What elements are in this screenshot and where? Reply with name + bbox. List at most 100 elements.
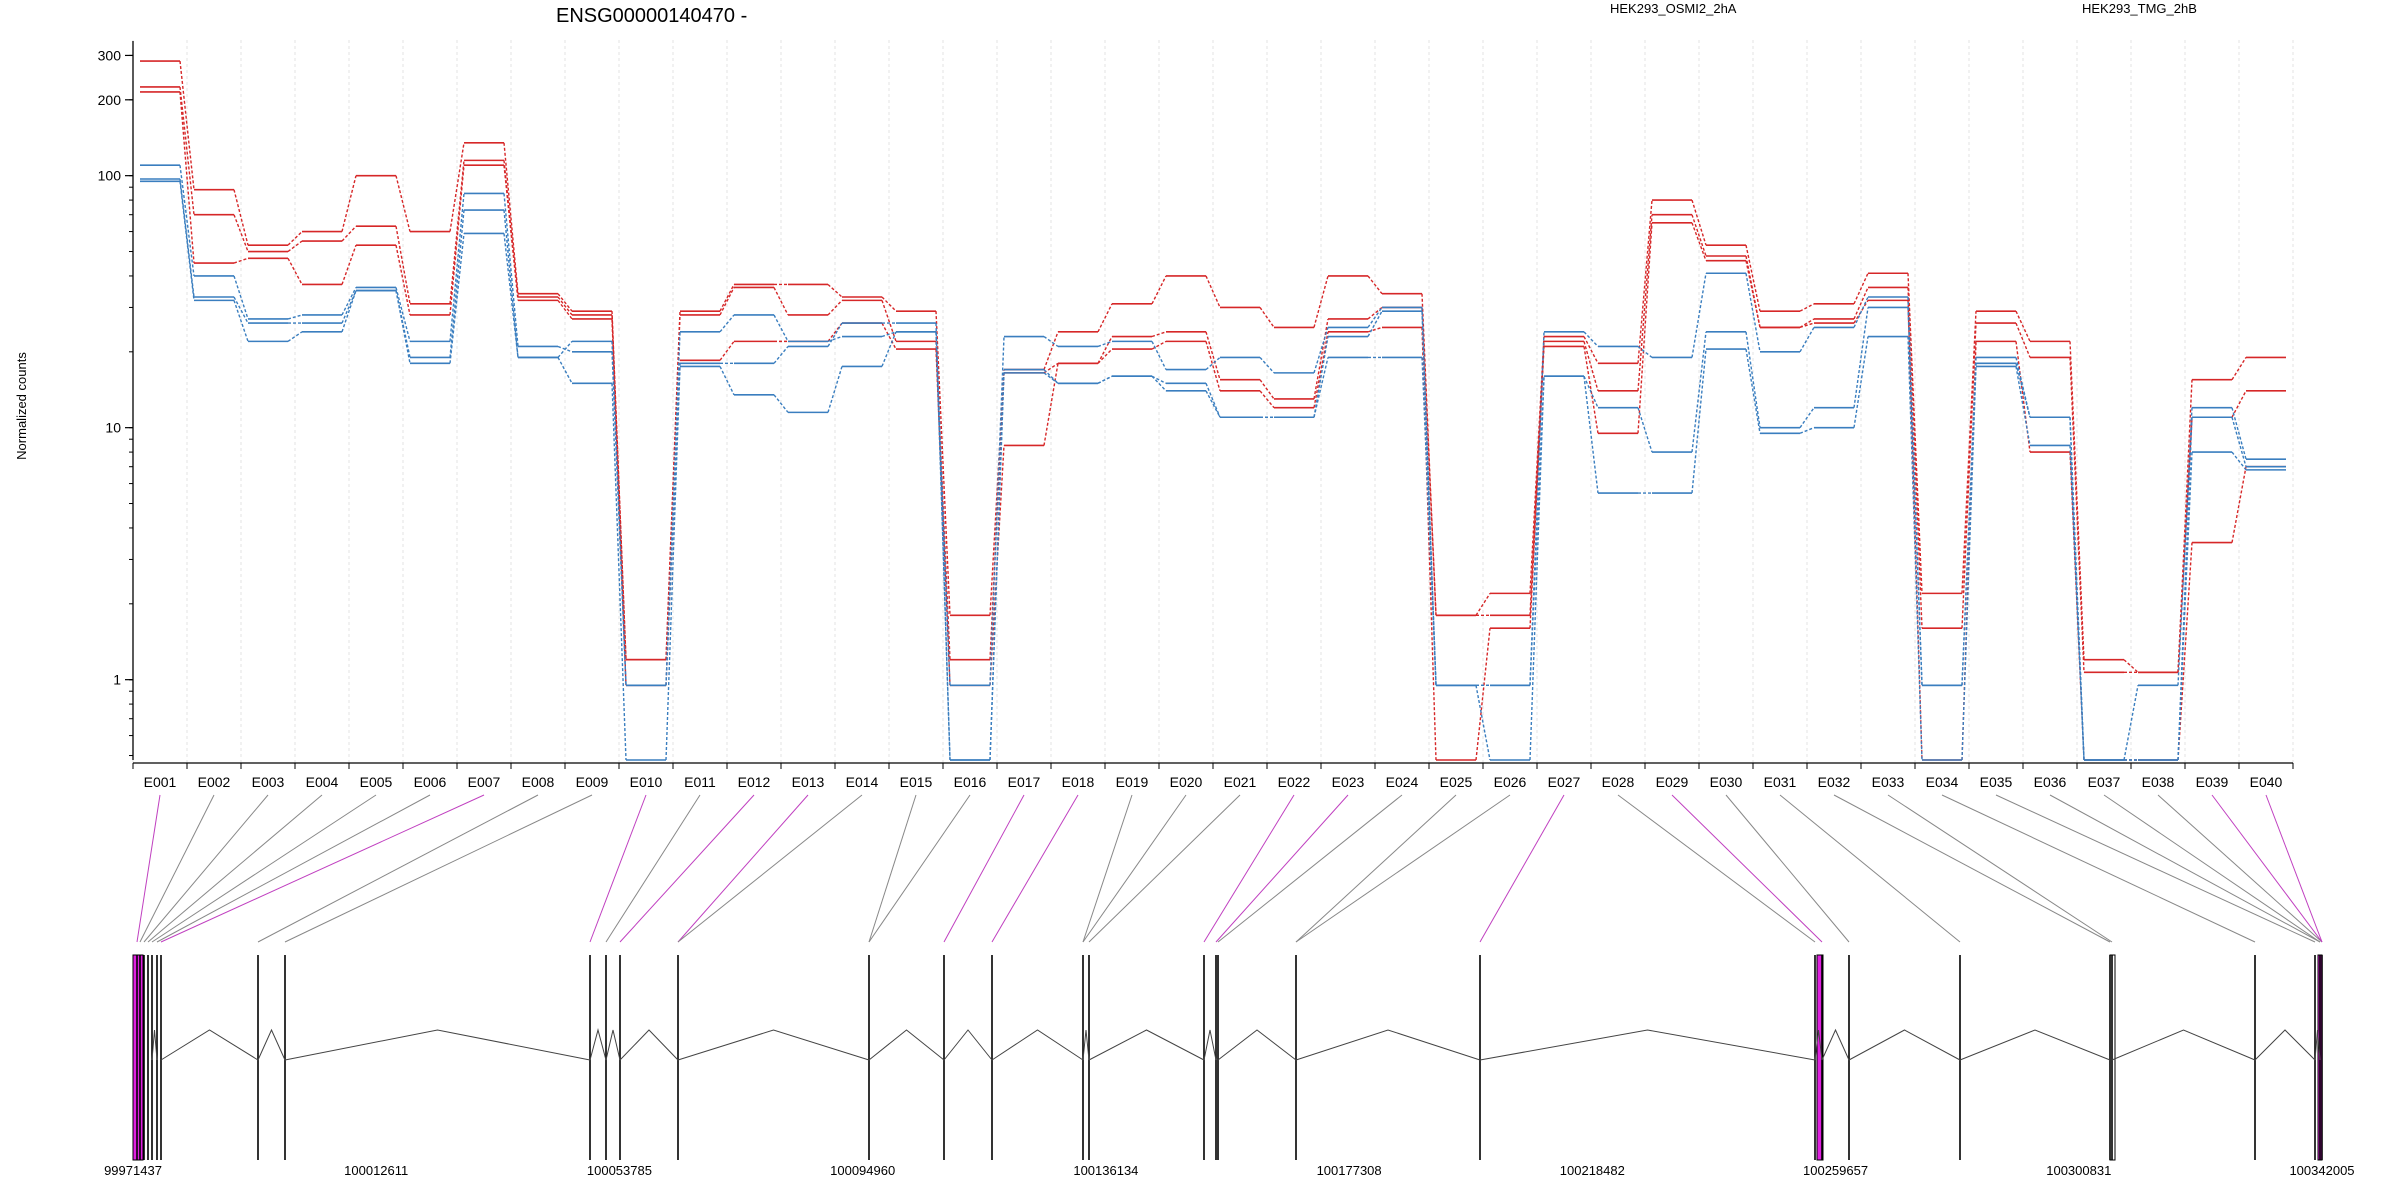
x-tick-label: E022 [1278,774,1311,790]
exon-transition [1151,340,1167,350]
intron-arc [151,1029,158,1061]
exon-transition [989,372,1005,660]
exon-connector-line [257,794,539,943]
coordinate-label: 100342005 [2289,1163,2354,1178]
exon-transition [2069,357,2085,673]
exon-transition [1313,331,1329,408]
exon-transition [395,287,411,342]
exon-transition [1745,348,1761,434]
exon-connector-line [1082,794,1187,943]
exon-transition [1529,376,1545,761]
exon-connector-line [2265,794,2323,943]
exon-transition [1259,356,1275,374]
exon-transition [1313,327,1329,374]
exon-transition [449,165,465,316]
exon-transition [1799,427,1815,434]
exon-transition [395,290,411,364]
exon-connector-line [677,794,809,943]
exon-transition [233,189,249,246]
exon-transition [287,331,303,342]
coordinate-label: 100259657 [1803,1163,1868,1178]
intron-arc [1088,1029,1205,1061]
exon-transition [1313,336,1329,418]
exon-transition [2015,341,2031,453]
exon-transition [989,369,1005,616]
exon-transition [665,314,681,660]
exon-transition [1151,331,1167,338]
gene-model [132,954,2323,1161]
exon-transition [179,165,195,277]
exon-transition [1691,199,1707,246]
exon-connector-line [139,794,215,943]
x-tick-label: E012 [738,774,771,790]
x-tick-label: E028 [1602,774,1635,790]
x-tick-label: E023 [1332,774,1365,790]
exon-connector-line [2157,794,2323,943]
exon-transition [1637,407,1653,453]
x-tick-label: E010 [630,774,663,790]
exon-transition [1853,296,1869,328]
y-tick-label: 100 [98,168,122,184]
intron-arc [2314,1029,2321,1061]
x-tick-label: E035 [1980,774,2013,790]
y-axis-label: Normalized counts [14,352,29,460]
y-axis: 1 10 100 200 300 [98,41,134,760]
exon-transition [503,193,519,347]
exon-transition [1961,363,1977,686]
exon-transition [1691,214,1707,257]
exon-transition [1205,341,1221,392]
exon-connector-line [1295,794,1457,943]
intron-arc [160,1029,259,1061]
exon-connector-line [868,794,917,943]
exon-transition [179,91,195,264]
exon-transition [935,331,951,761]
exon-transition [611,341,627,686]
x-tick-label: E006 [414,774,447,790]
exon-transition [1691,349,1707,494]
x-tick-label: E024 [1386,774,1419,790]
exon-transition [1367,307,1383,328]
exon-connector-line [2103,794,2321,943]
x-tick-label: E025 [1440,774,1473,790]
exon-transition [773,346,789,364]
exon-connector-line [1833,794,2111,943]
exon-connector-line [1725,794,1850,943]
exon-transition [1151,375,1167,384]
exon-connector-line [619,794,755,943]
exon-connector-line [1215,794,1349,943]
exon-transition [1043,369,1059,384]
x-tick-label: E008 [522,774,555,790]
x-tick-label: E036 [2034,774,2067,790]
intron-arc [1082,1029,1090,1061]
x-axis: E001 E002 E003 E004 E005 E006 E007 E008 E009 E010… [132,762,2294,790]
exon-transition [773,394,789,413]
exon-transition [449,233,465,364]
x-tick-label: E011 [684,774,716,790]
intron-arc [677,1029,870,1061]
intron-arc [257,1028,286,1061]
exon-transition [2015,363,2031,418]
exon-transition [1745,273,1761,352]
exon-transition [2015,366,2031,446]
x-tick-label: E015 [900,774,933,790]
exon-transition [1907,307,1923,686]
exon-transition [2123,659,2139,673]
exon-connector-line [1779,794,1961,943]
exon-transition [1583,331,1599,347]
x-tick-label: E033 [1872,774,1905,790]
x-tick-label: E017 [1008,774,1041,790]
coordinate-label: 100218482 [1560,1163,1625,1178]
intron-arc [605,1029,621,1061]
exon-transition [1151,275,1167,305]
exon-transition [1475,628,1491,761]
y-tick-label: 10 [105,420,121,436]
coordinate-label: 100300831 [2046,1163,2111,1178]
exon-transition [2015,322,2031,358]
exon-transition [827,299,843,316]
exon-transition [1799,303,1815,312]
exon-connector-line [1887,794,2113,943]
exon-transition [1961,366,1977,761]
exon-transition [719,314,735,333]
intron-arc [1959,1029,2111,1061]
exon-connector-line [1088,794,1241,943]
